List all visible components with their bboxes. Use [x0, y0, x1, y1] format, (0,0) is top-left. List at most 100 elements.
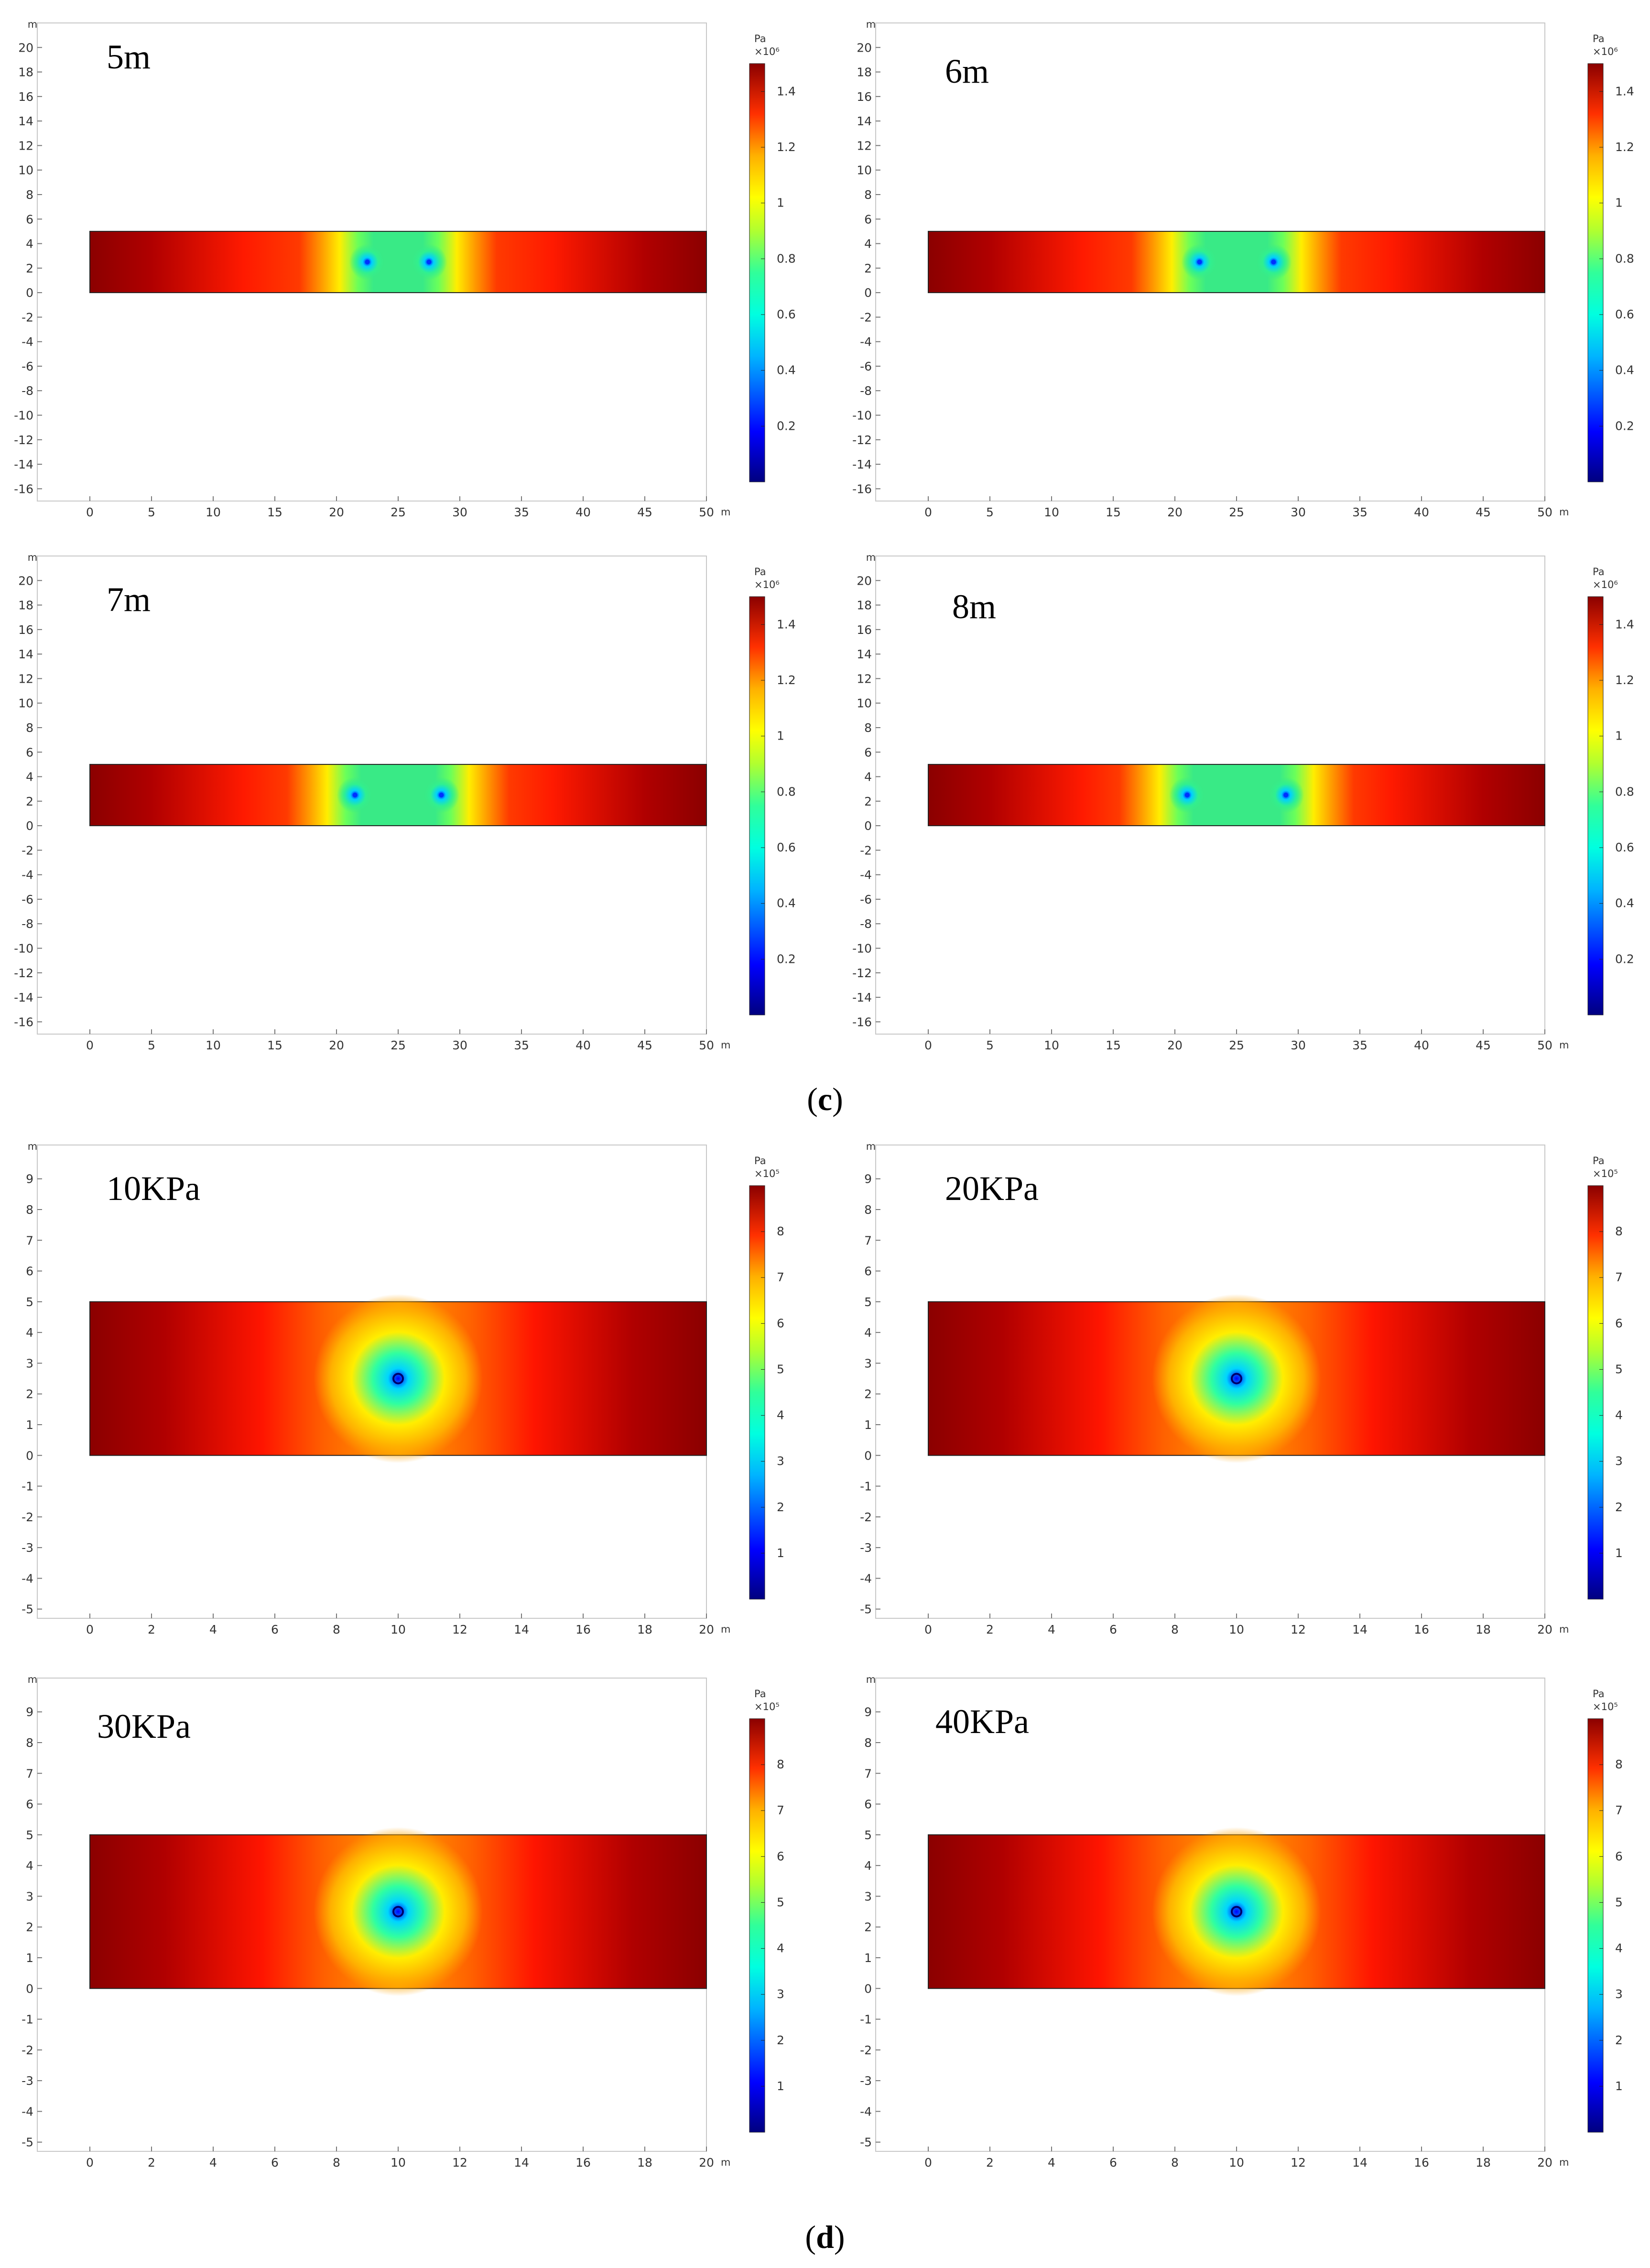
x-tick-label: 20: [1167, 505, 1183, 519]
y-tick-label: -3: [22, 1541, 33, 1555]
x-tick-label: 10: [1044, 1038, 1059, 1052]
y-tick-label: -2: [22, 1510, 33, 1524]
y-tick-label: -2: [22, 843, 33, 857]
y-tick-label: -2: [860, 310, 872, 324]
colorbar-tick-label: 1: [777, 729, 784, 743]
source-point: [439, 793, 444, 797]
colorbar-tick-label: 1: [777, 196, 784, 210]
y-tick-label: -3: [860, 1541, 872, 1555]
source-point: [352, 793, 358, 797]
x-tick-label: 20: [329, 505, 344, 519]
y-tick-label: 4: [26, 237, 33, 251]
x-tick-label: 20: [699, 1623, 714, 1636]
colorbar-tick-label: 0.8: [777, 785, 796, 798]
colorbar-tick-label: 1.2: [1615, 140, 1634, 154]
y-tick-label: 20: [857, 41, 872, 55]
y-tick-label: 2: [864, 262, 872, 275]
caption-d-close: ): [834, 2219, 845, 2255]
y-tick-label: -4: [22, 868, 33, 882]
y-tick-label: -12: [14, 433, 33, 447]
panel-label: 40KPa: [935, 1702, 1029, 1741]
y-tick-label: 20: [857, 574, 872, 588]
y-tick-label: -8: [860, 917, 872, 931]
colorbar-unit: Pa: [754, 1688, 766, 1700]
panel-label: 8m: [952, 588, 996, 626]
x-tick-label: 40: [1414, 1038, 1429, 1052]
colorbar-scale: ×10⁵: [1593, 1168, 1618, 1179]
y-unit-label: m: [866, 552, 876, 563]
colorbar-tick-label: 4: [1615, 1941, 1623, 1955]
y-tick-label: 0: [26, 286, 33, 300]
y-tick-label: 9: [864, 1172, 872, 1186]
colorbar-tick-label: 7: [1615, 1803, 1623, 1817]
source-halo: [1152, 1827, 1321, 1996]
colorbar: [749, 1185, 765, 1600]
x-tick-label: 2: [148, 2156, 155, 2170]
y-unit-label: m: [866, 1674, 876, 1685]
y-tick-label: 14: [18, 114, 33, 128]
x-tick-label: 4: [209, 1623, 217, 1636]
colorbar-unit: Pa: [1593, 1155, 1605, 1167]
y-tick-label: 10: [18, 697, 33, 710]
colorbar-tick-label: 8: [777, 1757, 784, 1771]
x-tick-label: 0: [86, 505, 94, 519]
colorbar-tick-label: 1: [777, 1546, 784, 1560]
x-tick-label: 0: [86, 1623, 94, 1636]
panel-label: 30KPa: [97, 1707, 191, 1745]
colorbar: [749, 1718, 765, 2133]
x-tick-label: 0: [924, 1038, 932, 1052]
colorbar-tick-label: 7: [1615, 1270, 1623, 1284]
x-tick-label: 6: [1109, 1623, 1117, 1636]
y-tick-label: -6: [22, 893, 33, 906]
y-tick-label: 7: [864, 1233, 872, 1247]
x-tick-label: 16: [1414, 1623, 1429, 1636]
y-tick-label: 12: [18, 139, 33, 153]
y-tick-label: 0: [864, 1449, 872, 1462]
source-point: [1283, 793, 1289, 797]
colorbar-tick-label: 3: [1615, 1987, 1623, 2001]
panel-7m: mm20181614121086420-2-4-6-8-10-12-14-160…: [14, 552, 796, 1052]
colorbar: [1587, 1718, 1604, 2133]
x-tick-label: 4: [1048, 1623, 1055, 1636]
y-tick-label: 18: [18, 65, 33, 79]
y-tick-label: -2: [860, 1510, 872, 1524]
y-tick-label: 7: [864, 1766, 872, 1780]
x-tick-label: 8: [333, 1623, 340, 1636]
x-tick-label: 6: [1109, 2156, 1117, 2170]
y-tick-label: 5: [26, 1828, 33, 1842]
y-tick-label: 18: [857, 599, 872, 612]
y-tick-label: -10: [852, 942, 872, 956]
x-tick-label: 12: [452, 1623, 467, 1636]
y-tick-label: -3: [22, 2074, 33, 2088]
colorbar-tick-label: 0.4: [1615, 363, 1634, 377]
x-tick-label: 8: [1171, 2156, 1179, 2170]
x-unit-label: m: [721, 2157, 730, 2168]
x-tick-label: 5: [148, 1038, 155, 1052]
y-tick-label: -16: [14, 1015, 33, 1029]
y-tick-label: 12: [857, 139, 872, 153]
y-tick-label: 5: [26, 1295, 33, 1309]
x-tick-label: 45: [637, 1038, 652, 1052]
colorbar-tick-label: 2: [1615, 2033, 1623, 2047]
y-tick-label: -10: [14, 409, 33, 423]
y-tick-label: 14: [18, 647, 33, 661]
y-tick-label: 2: [864, 795, 872, 808]
colorbar-scale: ×10⁵: [754, 1168, 780, 1179]
colorbar-tick-label: 1: [777, 2079, 784, 2093]
y-tick-label: 0: [26, 1982, 33, 1995]
colorbar-tick-label: 3: [777, 1454, 784, 1468]
x-tick-label: 14: [514, 2156, 529, 2170]
x-tick-label: 50: [699, 1038, 714, 1052]
y-tick-label: 9: [26, 1705, 33, 1719]
y-tick-label: 4: [26, 1859, 33, 1873]
y-tick-label: 0: [864, 1982, 872, 1995]
x-tick-label: 40: [575, 1038, 591, 1052]
source-point: [1184, 793, 1190, 797]
x-tick-label: 16: [1414, 2156, 1429, 2170]
source-point: [392, 1373, 404, 1385]
colorbar-tick-label: 1.4: [1615, 84, 1634, 98]
source-point: [1231, 1373, 1242, 1385]
colorbar-scale: ×10⁵: [1593, 1701, 1618, 1712]
x-unit-label: m: [1559, 1624, 1569, 1635]
